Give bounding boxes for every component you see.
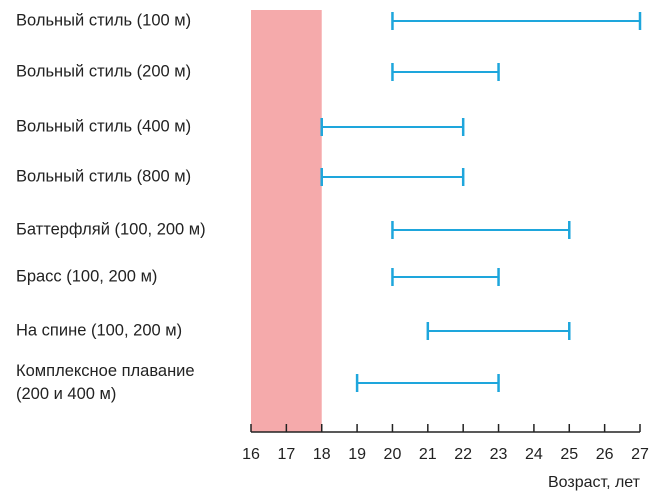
x-tick-label: 18 [313, 446, 331, 463]
category-label: Баттерфляй (100, 200 м) [16, 220, 206, 239]
category-label: На спине (100, 200 м) [16, 321, 183, 340]
x-tick-label: 19 [348, 446, 366, 463]
x-tick-label: 17 [277, 446, 295, 463]
x-axis-label: Возраст, лет [548, 474, 641, 491]
x-tick-label: 16 [242, 446, 260, 463]
x-tick-label: 23 [490, 446, 508, 463]
x-tick-label: 25 [560, 446, 578, 463]
category-label: Вольный стиль (800 м) [16, 167, 192, 186]
x-tick-label: 24 [525, 446, 543, 463]
category-label: Брасс (100, 200 м) [16, 267, 158, 286]
category-label: Комплексное плавание (200 и 400 м) [16, 362, 195, 403]
x-tick-label: 27 [631, 446, 649, 463]
x-tick-label: 20 [384, 446, 402, 463]
category-label: Вольный стиль (100 м) [16, 11, 192, 30]
x-tick-label: 26 [596, 446, 614, 463]
category-label: Вольный стиль (400 м) [16, 117, 192, 136]
age-band [251, 10, 322, 432]
x-tick-label: 22 [454, 446, 472, 463]
x-tick-label: 21 [419, 446, 437, 463]
category-label: Вольный стиль (200 м) [16, 62, 192, 81]
